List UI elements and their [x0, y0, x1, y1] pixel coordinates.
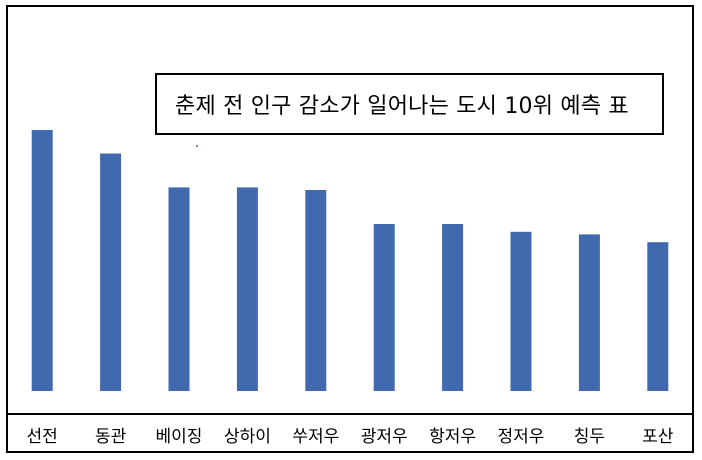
x-tick-label-0: 선전	[27, 427, 58, 447]
x-tick-label-2: 베이징	[156, 427, 203, 447]
x-tick-label-9: 포산	[642, 427, 674, 447]
bar-4	[305, 190, 327, 391]
x-tick-label-5: 광저우	[361, 427, 408, 447]
x-tick-label-1: 동관	[95, 427, 126, 447]
stray-dot	[196, 145, 198, 147]
bar-5	[373, 224, 395, 391]
bar-1	[100, 153, 122, 391]
x-tick-label-6: 항저우	[429, 427, 476, 447]
bar-8	[578, 234, 600, 391]
x-tick-label-4: 쑤저우	[292, 427, 339, 447]
chart-title-box: 춘제 전 인구 감소가 일어나는 도시 10위 예측 표	[155, 73, 664, 135]
x-tick-label-8: 칭두	[574, 427, 605, 447]
bar-9	[647, 242, 669, 391]
bar-6	[442, 224, 464, 391]
chart-title: 춘제 전 인구 감소가 일어나는 도시 10위 예측 표	[175, 94, 629, 119]
x-tick-label-7: 정저우	[498, 427, 545, 447]
bar-0	[31, 130, 53, 391]
x-tick-label-3: 상하이	[224, 427, 271, 447]
bar-2	[168, 187, 190, 391]
bar-7	[510, 231, 532, 391]
bar-3	[236, 187, 258, 391]
